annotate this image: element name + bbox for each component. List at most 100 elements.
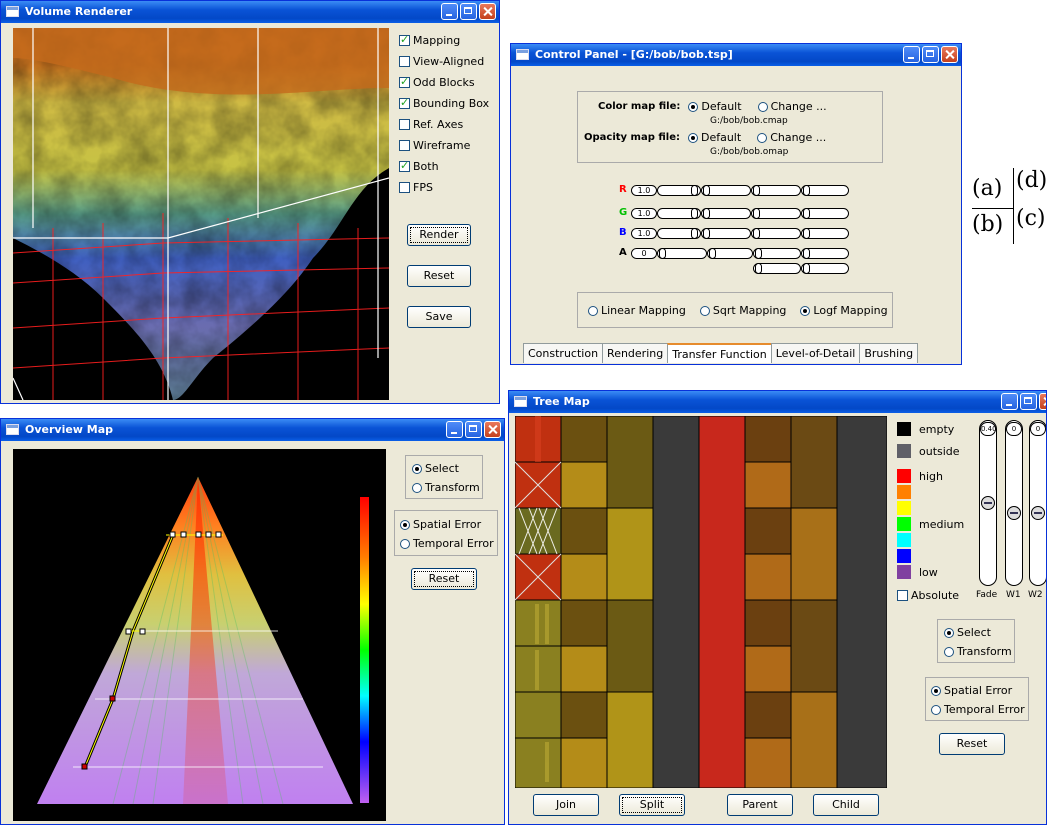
channel-slider-knob[interactable]	[803, 228, 810, 239]
minimize-icon[interactable]	[1001, 393, 1018, 410]
option-odd-blocks[interactable]: Odd Blocks	[399, 75, 475, 89]
render-button[interactable]: Render	[407, 224, 471, 246]
channel-slider-track[interactable]	[657, 185, 701, 196]
fade-slider[interactable]: 0.40	[979, 420, 997, 586]
channel-slider-knob[interactable]	[659, 248, 666, 259]
sqrt-mapping-radio[interactable]: Sqrt Mapping	[699, 304, 786, 317]
slider-knob[interactable]	[1007, 506, 1021, 520]
overview-temporal-radio[interactable]: Temporal Error	[400, 537, 494, 550]
channel-slider-knob[interactable]	[753, 208, 760, 219]
maximize-icon[interactable]	[465, 421, 482, 438]
channel-value[interactable]: 1.0	[631, 208, 657, 219]
maximize-icon[interactable]	[1020, 393, 1037, 410]
channel-slider-track[interactable]	[753, 263, 801, 274]
tree-select-radio[interactable]: Select	[944, 626, 991, 639]
channel-slider-knob[interactable]	[803, 248, 810, 259]
minimize-icon[interactable]	[903, 46, 920, 63]
color-default-radio[interactable]: Default	[688, 100, 742, 113]
child-button[interactable]: Child	[813, 794, 879, 816]
option-wireframe[interactable]: Wireframe	[399, 139, 470, 152]
channel-value[interactable]: 1.0	[631, 228, 657, 239]
tab-level-of-detail[interactable]: Level-of-Detail	[770, 343, 861, 363]
opacity-change-radio[interactable]: Change ...	[757, 131, 826, 144]
channel-slider-knob[interactable]	[703, 185, 710, 196]
channel-slider-track[interactable]	[701, 185, 751, 196]
channel-slider-knob[interactable]	[755, 263, 762, 274]
close-icon[interactable]	[479, 3, 496, 20]
split-button[interactable]: Split	[619, 794, 685, 816]
channel-slider-track[interactable]	[701, 228, 751, 239]
channel-slider-track[interactable]	[801, 208, 849, 219]
tree-map-titlebar[interactable]: Tree Map	[509, 391, 1046, 413]
maximize-icon[interactable]	[922, 46, 939, 63]
option-view-aligned[interactable]: View-Aligned	[399, 55, 484, 68]
minimize-icon[interactable]	[441, 3, 458, 20]
channel-slider-track[interactable]	[751, 228, 801, 239]
tab-rendering[interactable]: Rendering	[602, 343, 669, 363]
option-mapping[interactable]: Mapping	[399, 33, 460, 47]
tree-temporal-radio[interactable]: Temporal Error	[931, 703, 1025, 716]
channel-slider-knob[interactable]	[703, 208, 710, 219]
close-icon[interactable]	[941, 46, 958, 63]
close-icon[interactable]	[1039, 393, 1046, 410]
tab-transfer-function[interactable]: Transfer Function	[667, 343, 772, 363]
volume-renderer-titlebar[interactable]: Volume Renderer	[1, 1, 499, 23]
channel-slider-knob[interactable]	[703, 228, 710, 239]
maximize-icon[interactable]	[460, 3, 477, 20]
channel-slider-track[interactable]	[657, 228, 701, 239]
reset-button[interactable]: Reset	[407, 265, 471, 287]
channel-slider-track[interactable]	[701, 208, 751, 219]
channel-slider-track[interactable]	[751, 208, 801, 219]
tree-reset-button[interactable]: Reset	[939, 733, 1005, 755]
close-icon[interactable]	[484, 421, 501, 438]
channel-slider-knob[interactable]	[691, 185, 698, 196]
parent-button[interactable]: Parent	[727, 794, 793, 816]
option-bounding-box[interactable]: Bounding Box	[399, 96, 489, 110]
channel-slider-track[interactable]	[707, 248, 753, 259]
opacity-default-radio[interactable]: Default	[687, 131, 741, 144]
channel-slider-track[interactable]	[753, 248, 801, 259]
channel-slider-knob[interactable]	[691, 228, 698, 239]
linear-mapping-radio[interactable]: Linear Mapping	[588, 304, 686, 317]
channel-slider-track[interactable]	[657, 248, 707, 259]
overview-map-view[interactable]	[13, 449, 386, 821]
tree-transform-radio[interactable]: Transform	[944, 645, 1012, 658]
tab-brushing[interactable]: Brushing	[859, 343, 919, 363]
option-both[interactable]: Both	[399, 159, 439, 173]
channel-slider-track[interactable]	[657, 208, 701, 219]
channel-slider-track[interactable]	[801, 248, 849, 259]
color-change-radio[interactable]: Change ...	[757, 100, 827, 113]
volume-render-view[interactable]	[13, 28, 389, 400]
slider-knob[interactable]	[981, 496, 995, 510]
control-panel-titlebar[interactable]: Control Panel - [G:/bob/bob.tsp]	[511, 44, 961, 66]
channel-slider-knob[interactable]	[753, 228, 760, 239]
slider-knob[interactable]	[1031, 506, 1045, 520]
tab-construction[interactable]: Construction	[523, 343, 604, 363]
channel-slider-track[interactable]	[801, 263, 849, 274]
channel-value[interactable]: 0	[631, 248, 657, 259]
overview-spatial-radio[interactable]: Spatial Error	[400, 518, 481, 531]
channel-slider-track[interactable]	[801, 185, 849, 196]
channel-value[interactable]: 1.0	[631, 185, 657, 196]
channel-slider-knob[interactable]	[803, 185, 810, 196]
channel-slider-knob[interactable]	[803, 263, 810, 274]
w1-slider[interactable]: 0	[1005, 420, 1023, 586]
overview-select-radio[interactable]: Select	[412, 462, 459, 475]
channel-slider-knob[interactable]	[691, 208, 698, 219]
option-ref-axes[interactable]: Ref. Axes	[399, 118, 463, 131]
tree-map-view[interactable]	[514, 415, 888, 789]
channel-slider-knob[interactable]	[753, 185, 760, 196]
overview-reset-button[interactable]: Reset	[411, 568, 477, 590]
save-button[interactable]: Save	[407, 306, 471, 328]
w2-slider[interactable]: 0	[1029, 420, 1046, 586]
channel-slider-knob[interactable]	[803, 208, 810, 219]
overview-map-titlebar[interactable]: Overview Map	[1, 419, 504, 441]
tree-spatial-radio[interactable]: Spatial Error	[931, 684, 1012, 697]
channel-slider-track[interactable]	[751, 185, 801, 196]
channel-slider-track[interactable]	[801, 228, 849, 239]
logf-mapping-radio[interactable]: Logf Mapping	[800, 304, 888, 317]
overview-transform-radio[interactable]: Transform	[412, 481, 480, 494]
channel-slider-knob[interactable]	[755, 248, 762, 259]
minimize-icon[interactable]	[446, 421, 463, 438]
channel-slider-knob[interactable]	[709, 248, 716, 259]
